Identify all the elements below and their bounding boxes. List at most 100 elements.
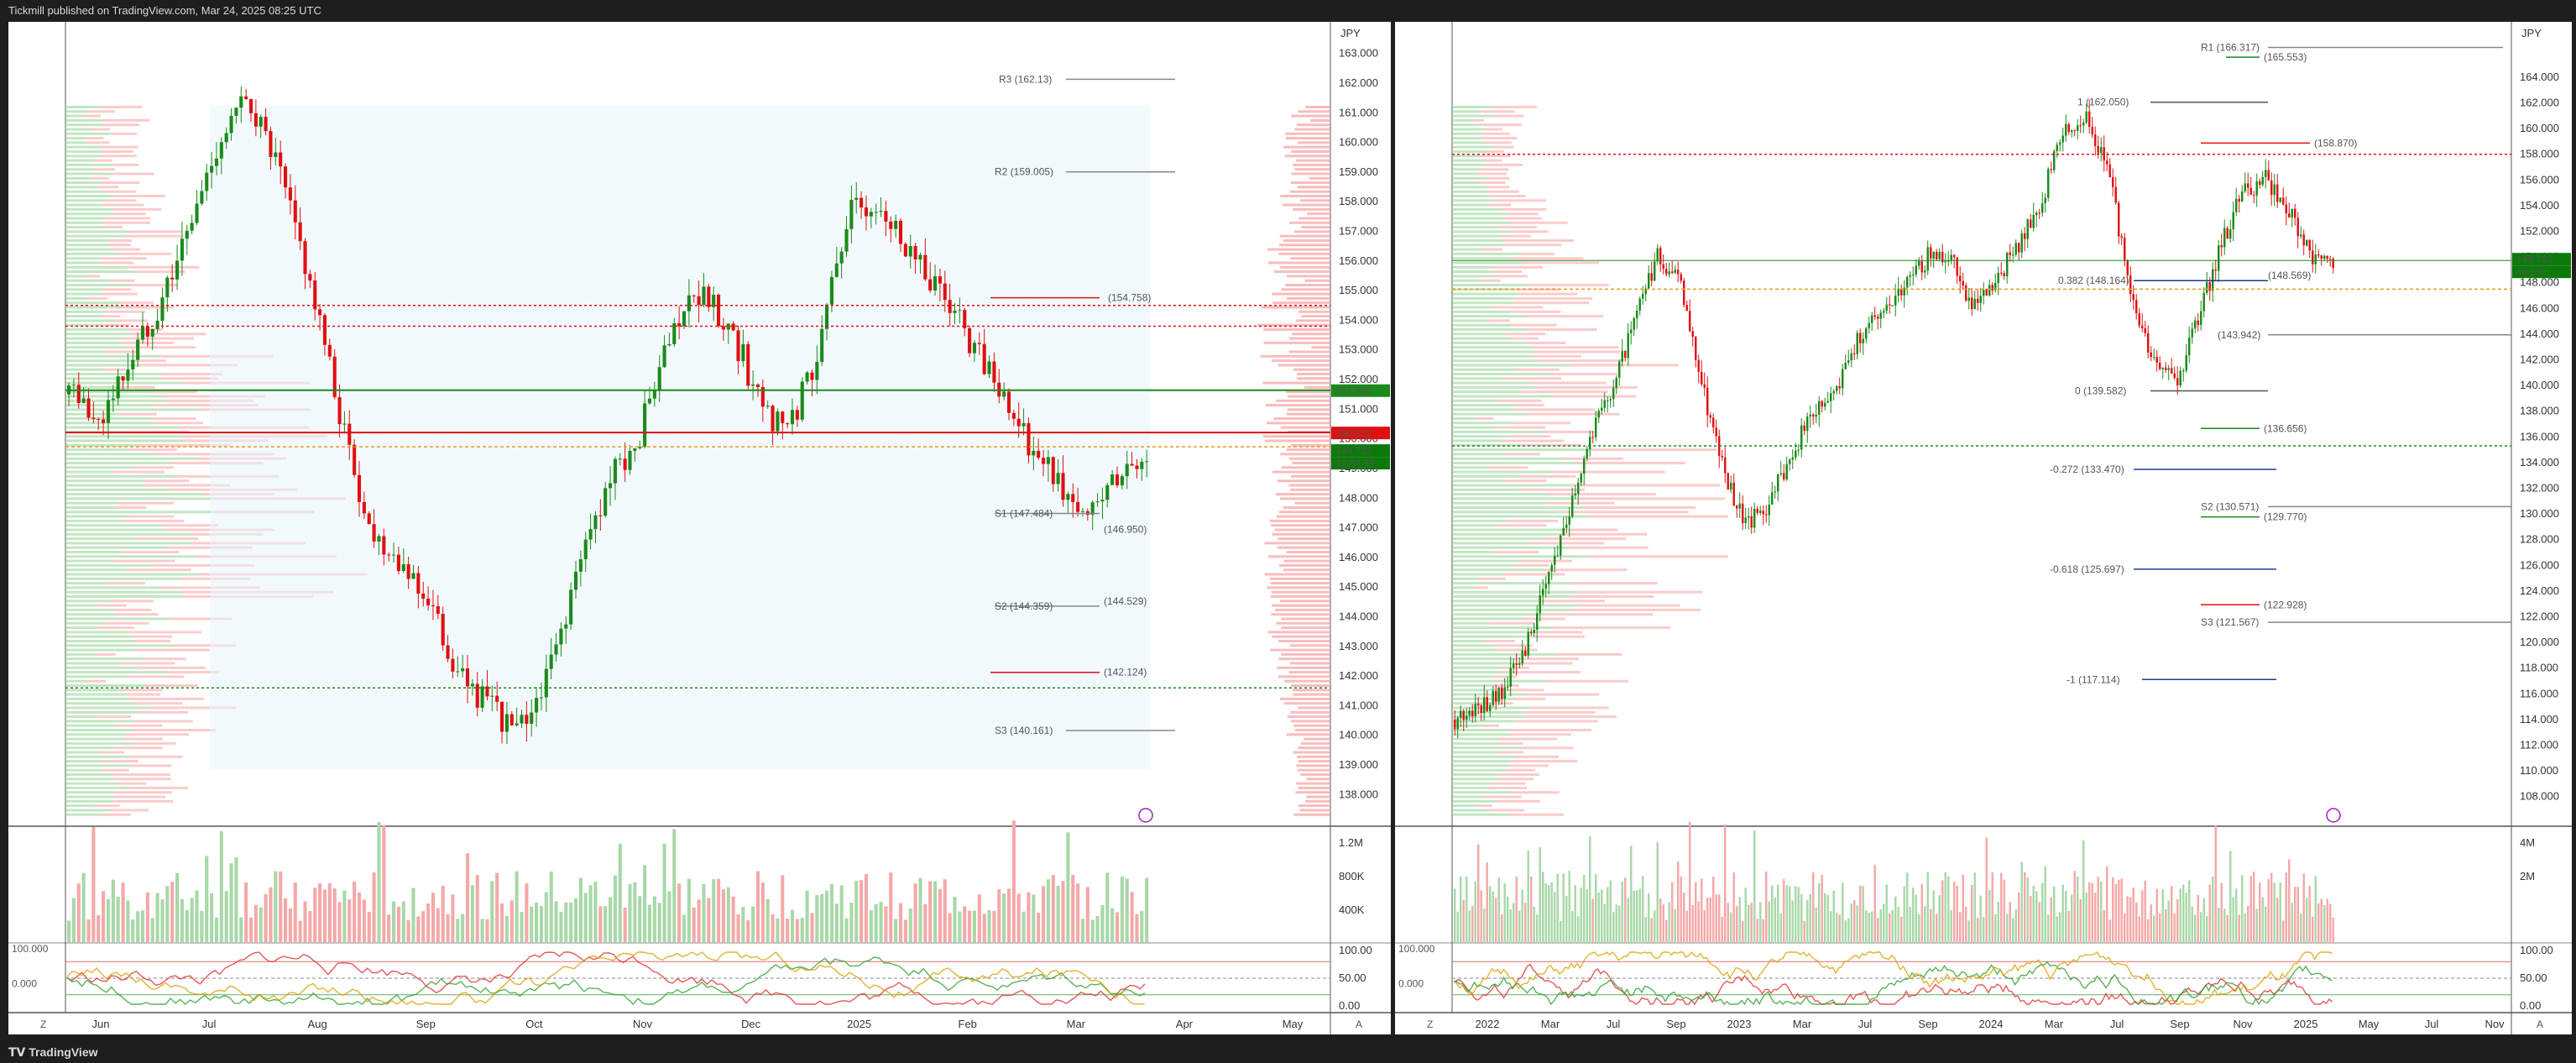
volume-profile-bar	[112, 799, 174, 803]
time-tick-label: Nov	[2233, 1018, 2253, 1030]
candle-body	[1533, 629, 1535, 634]
volume-profile-bar	[1257, 323, 1330, 327]
volume-profile-bar	[1279, 563, 1330, 567]
candle-body	[1542, 589, 1544, 596]
auto-scale-button: A	[1356, 1018, 1362, 1030]
candle-body	[210, 165, 214, 173]
volume-profile-bar	[65, 217, 106, 220]
volume-profile-bar	[85, 141, 110, 144]
volume-profile-bar	[1528, 542, 1605, 545]
volume-profile-bar	[1267, 422, 1330, 425]
candle-body	[1612, 387, 1615, 400]
price-badge-text: 149.732	[1335, 445, 1372, 457]
volume-bar	[1727, 903, 1729, 942]
candle-body	[2032, 214, 2035, 228]
price-badge-text: 4d 13h	[2516, 266, 2547, 278]
volume-bar	[111, 879, 115, 942]
price-tick-label: 160.000	[2520, 122, 2559, 134]
volume-profile-bar	[112, 470, 165, 474]
price-tick-label: 114.000	[2520, 713, 2558, 725]
candle-body	[1920, 260, 1923, 273]
candle-body	[1501, 687, 1503, 699]
candle-body	[1071, 494, 1075, 502]
candle-body	[1677, 270, 1680, 275]
volume-profile-bar	[1291, 684, 1330, 687]
volume-bar	[1489, 886, 1492, 942]
candle-body	[2255, 181, 2258, 196]
candle-body	[2223, 228, 2226, 248]
candle-body	[1777, 474, 1779, 492]
volume-bar	[2077, 876, 2079, 942]
volume-profile-bar	[1278, 252, 1330, 255]
price-badge	[1331, 444, 1390, 458]
candle-body	[495, 695, 499, 702]
volume-profile-bar	[1452, 640, 1486, 642]
volume-profile-bar	[1298, 310, 1330, 313]
volume-profile-bar	[1452, 341, 1528, 344]
volume-profile-bar	[1525, 328, 1597, 331]
volume-profile-bar	[1569, 595, 1654, 598]
volume-profile-bar	[1479, 248, 1503, 251]
candle-body	[1621, 350, 1623, 362]
volume-profile-bar	[1305, 106, 1330, 108]
volume-profile-bar	[65, 123, 102, 127]
volume-profile-bar	[1554, 652, 1622, 656]
candle-body	[638, 447, 642, 448]
volume-profile-bar	[65, 373, 164, 375]
candle-body	[2285, 204, 2287, 214]
volume-profile-bar	[65, 270, 136, 274]
volume-profile-bar	[1294, 168, 1330, 171]
volume-bar	[1460, 876, 1462, 942]
volume-profile-bar	[1486, 190, 1519, 193]
left-chart-svg[interactable]: JPY163.000162.000161.000160.000159.00015…	[8, 22, 1391, 1034]
volume-profile-bar	[1279, 497, 1330, 500]
candle-body	[1865, 327, 1868, 339]
volume-profile-bar	[1512, 301, 1590, 305]
volume-profile-bar	[1289, 221, 1330, 224]
volume-bar	[1037, 913, 1041, 942]
volume-bar	[180, 898, 184, 942]
volume-bar	[613, 875, 617, 942]
volume-profile-bar	[1538, 359, 1624, 363]
volume-bar	[1654, 910, 1656, 942]
volume-bar	[1100, 904, 1105, 942]
volume-profile-bar	[65, 368, 102, 371]
volume-profile-bar	[1527, 284, 1609, 286]
volume-bar	[1862, 886, 1864, 942]
right-chart-svg[interactable]: JPY164.000162.000160.000158.000156.00015…	[1395, 22, 2572, 1034]
candle-body	[982, 343, 986, 374]
volume-profile-bar	[65, 190, 104, 193]
volume-bar	[1730, 912, 1732, 942]
volume-profile-bar	[159, 586, 260, 589]
volume-bar	[717, 878, 721, 942]
volume-profile-bar	[101, 813, 131, 816]
candle-body	[1603, 400, 1606, 408]
left-chart-panel[interactable]: JPY 163.000 162.000 161.000 160.000 159.000 15…	[8, 22, 1391, 1034]
volume-profile-bar	[1452, 328, 1526, 331]
volume-profile-bar	[1492, 145, 1514, 149]
price-tick-label: 112.000	[2520, 739, 2558, 751]
volume-bar	[1527, 851, 1529, 942]
candle-body	[1830, 393, 1832, 401]
candle-body	[1011, 412, 1016, 419]
volume-profile-bar	[101, 323, 130, 327]
candle-body	[1568, 516, 1570, 525]
candle-body	[2000, 272, 2003, 274]
volume-profile-bar	[65, 484, 144, 487]
volume-bar	[1821, 874, 1823, 942]
right-chart-panel[interactable]: JPY 164.000 162.000 160.000 158.000 156.000 15…	[1395, 22, 2572, 1034]
candle-body	[406, 563, 410, 579]
candle-body	[1565, 524, 1568, 528]
candle-body	[2176, 378, 2179, 386]
candle-body	[1456, 718, 1459, 730]
candle-body	[2238, 198, 2240, 202]
volume-bar	[1883, 903, 1885, 942]
volume-bar	[1462, 899, 1465, 942]
volume-bar	[367, 912, 371, 942]
volume-profile-bar	[1452, 613, 1544, 616]
volume-profile-bar	[1507, 768, 1535, 772]
tradingview-logo[interactable]: 𝗧𝗩 TradingView	[8, 1041, 98, 1063]
volume-bar	[1873, 865, 1876, 942]
volume-profile-bar	[1483, 123, 1522, 127]
volume-profile-bar	[1452, 399, 1497, 402]
